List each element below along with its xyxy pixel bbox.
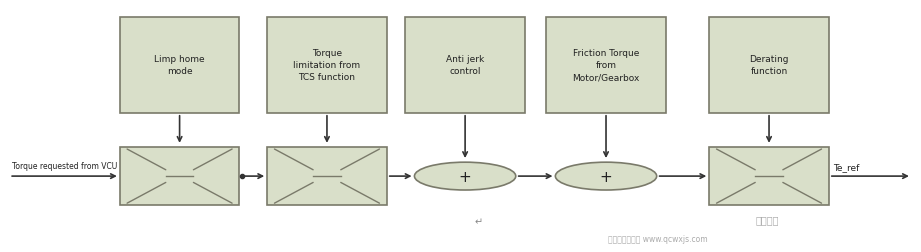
FancyBboxPatch shape xyxy=(267,18,387,113)
Circle shape xyxy=(414,163,516,190)
Text: Torque
limitation from
TCS function: Torque limitation from TCS function xyxy=(294,49,360,82)
Bar xyxy=(120,147,239,205)
Text: +: + xyxy=(459,169,472,184)
Text: Te_ref: Te_ref xyxy=(834,162,860,171)
FancyBboxPatch shape xyxy=(546,18,666,113)
Text: Derating
function: Derating function xyxy=(750,55,788,76)
FancyBboxPatch shape xyxy=(405,18,525,113)
Text: +: + xyxy=(600,169,612,184)
Circle shape xyxy=(555,163,657,190)
Text: 可可电驱: 可可电驱 xyxy=(755,214,779,224)
Bar xyxy=(267,147,387,205)
Text: Limp home
mode: Limp home mode xyxy=(155,55,204,76)
Text: Friction Torque
from
Motor/Gearbox: Friction Torque from Motor/Gearbox xyxy=(572,49,640,82)
Text: 汽车维修技术网 www.qcwxjs.com: 汽车维修技术网 www.qcwxjs.com xyxy=(608,234,707,243)
Text: Anti jerk
control: Anti jerk control xyxy=(446,55,484,76)
Text: Torque requested from VCU: Torque requested from VCU xyxy=(12,161,117,170)
FancyBboxPatch shape xyxy=(709,18,829,113)
Text: ↵: ↵ xyxy=(475,217,483,227)
FancyBboxPatch shape xyxy=(120,18,239,113)
Bar xyxy=(709,147,829,205)
